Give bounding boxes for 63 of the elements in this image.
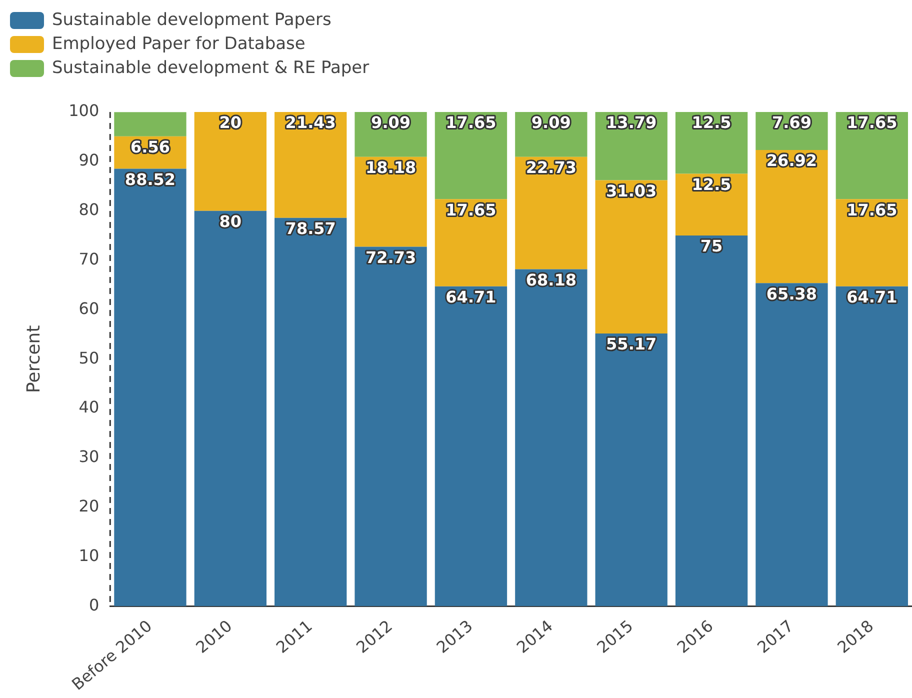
y-tick-label: 70 (78, 249, 100, 268)
bar (756, 150, 828, 284)
bar (595, 334, 668, 606)
bar (756, 283, 828, 606)
data-label: 17.65 (446, 113, 496, 132)
bar (354, 246, 427, 606)
data-label: 13.79 (606, 113, 657, 132)
data-label: 68.18 (526, 270, 576, 290)
data-label: 17.65 (446, 200, 496, 220)
bar (114, 112, 186, 136)
y-tick-label: 30 (78, 447, 100, 466)
data-label: 12.5 (692, 113, 732, 132)
y-tick-label: 10 (78, 546, 100, 565)
legend-label: Sustainable development & RE Paper (52, 58, 370, 78)
data-label: 65.38 (766, 284, 818, 304)
data-label: 6.56 (130, 137, 170, 156)
bar (836, 199, 908, 286)
bar (434, 112, 508, 200)
data-label: 78.57 (285, 219, 336, 238)
y-tick-label: 100 (68, 101, 100, 120)
y-tick-label: 80 (78, 200, 100, 219)
y-tick-label: 40 (78, 398, 100, 417)
legend-label: Employed Paper for Database (52, 34, 306, 54)
data-label: 26.92 (766, 151, 818, 170)
bar (595, 180, 668, 334)
data-label: 20 (219, 113, 242, 132)
data-label: 75 (700, 236, 723, 256)
bar (194, 112, 266, 211)
legend-label: Sustainable development Papers (52, 10, 332, 30)
bar (114, 168, 186, 606)
y-tick-label: 0 (88, 595, 100, 614)
data-label: 12.5 (692, 174, 732, 194)
bar (836, 112, 908, 200)
data-label: 80 (219, 212, 242, 231)
data-label: 55.17 (606, 334, 657, 354)
y-axis-title: Percent (23, 325, 44, 393)
bar (434, 286, 508, 606)
data-label: 31.03 (606, 181, 657, 200)
data-label: 22.73 (526, 158, 576, 178)
y-tick-label: 90 (78, 150, 100, 170)
data-label: 9.09 (371, 113, 411, 132)
y-tick-label: 60 (78, 298, 100, 318)
data-label: 7.69 (772, 113, 812, 132)
bar (515, 269, 588, 606)
data-label: 88.52 (124, 170, 176, 189)
bar (274, 112, 347, 218)
bar (515, 156, 588, 270)
data-label: 21.43 (285, 113, 336, 132)
data-label: 18.18 (365, 158, 416, 178)
bar (274, 218, 347, 606)
bar (836, 286, 908, 606)
data-label: 72.73 (365, 248, 416, 267)
y-tick-label: 20 (78, 496, 100, 516)
data-label: 17.65 (846, 113, 898, 132)
y-tick-label: 50 (78, 348, 100, 368)
bar (354, 156, 427, 247)
data-label: 64.71 (446, 288, 496, 307)
bar (675, 236, 748, 606)
data-label: 9.09 (531, 113, 571, 132)
data-label: 17.65 (846, 200, 898, 220)
data-label: 64.71 (846, 288, 898, 307)
bar (194, 210, 266, 606)
bar (434, 199, 508, 286)
